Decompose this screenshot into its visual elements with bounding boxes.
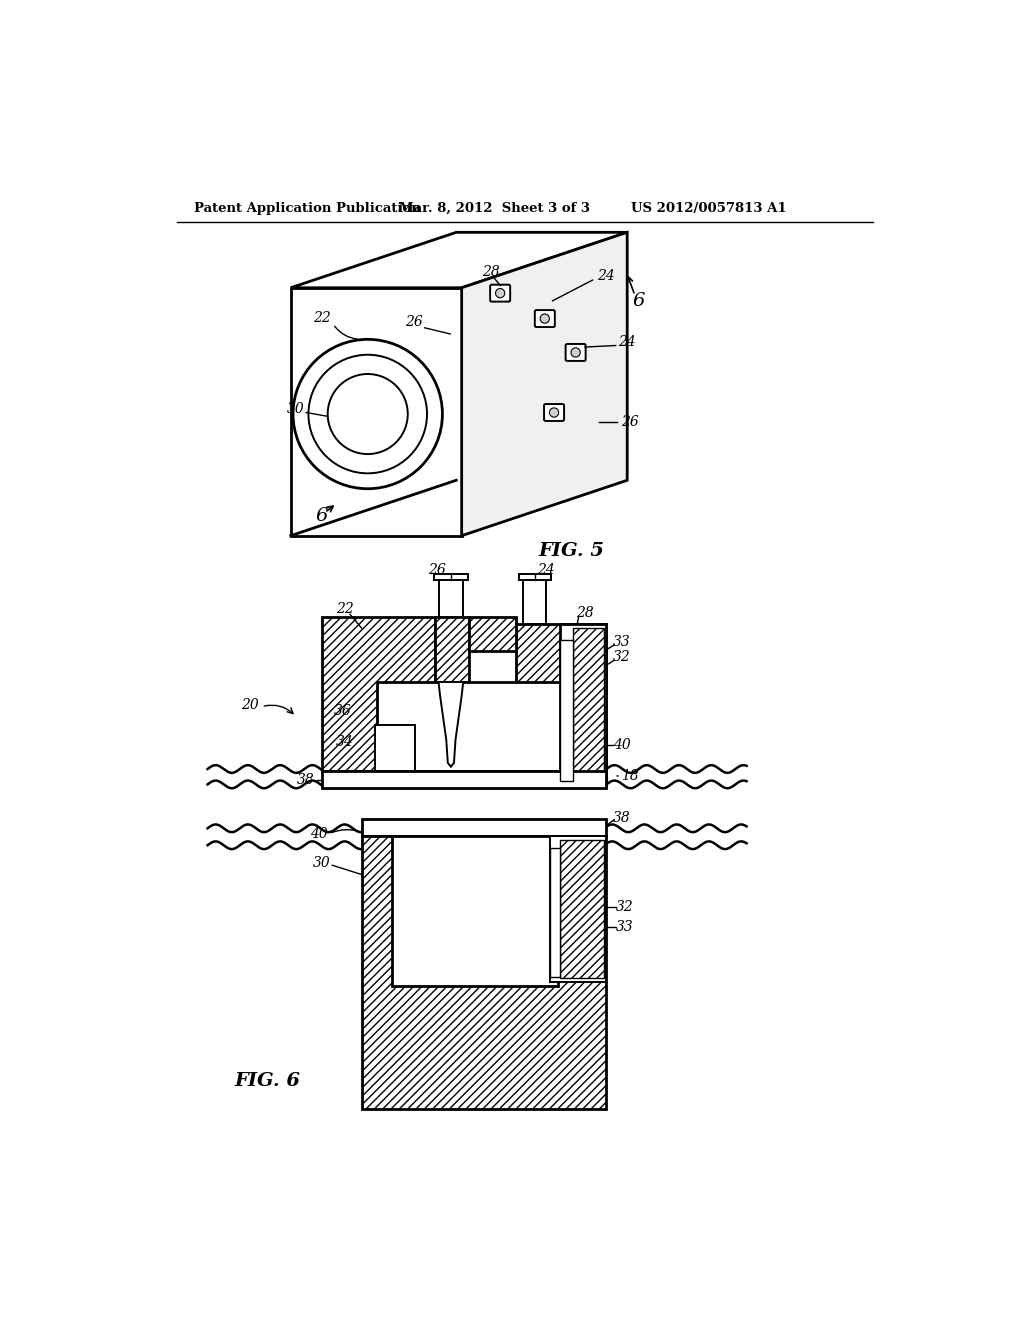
Text: FIG. 6: FIG. 6 (234, 1072, 301, 1090)
Text: 32: 32 (616, 900, 634, 913)
Text: 24: 24 (618, 335, 636, 348)
Bar (361, 818, 606, 836)
Bar (322, 616, 435, 771)
Bar (515, 624, 606, 771)
Text: 40: 40 (310, 828, 328, 841)
Text: Patent Application Publication: Patent Application Publication (194, 202, 421, 215)
Text: 24: 24 (538, 564, 555, 577)
Bar (361, 836, 606, 1109)
Text: 33: 33 (616, 920, 634, 933)
Text: 6: 6 (633, 292, 645, 310)
FancyBboxPatch shape (535, 310, 555, 327)
Text: 30: 30 (312, 855, 331, 870)
Text: 40: 40 (613, 738, 631, 752)
Text: 38: 38 (297, 772, 315, 787)
Polygon shape (291, 232, 628, 288)
Text: Mar. 8, 2012  Sheet 3 of 3: Mar. 8, 2012 Sheet 3 of 3 (398, 202, 590, 215)
Bar (438, 578, 463, 616)
Text: 38: 38 (613, 810, 631, 825)
Bar (560, 640, 573, 780)
Bar (560, 624, 606, 785)
Text: 28: 28 (482, 265, 500, 280)
Circle shape (496, 289, 505, 298)
Bar (379, 729, 412, 767)
Bar (291, 288, 462, 536)
Text: 28: 28 (575, 606, 594, 619)
Polygon shape (462, 232, 628, 536)
Text: 33: 33 (613, 635, 631, 649)
Text: 24: 24 (598, 269, 615, 284)
Bar (434, 574, 468, 581)
Bar (322, 771, 606, 788)
Text: 36: 36 (334, 705, 351, 718)
Text: 22: 22 (336, 602, 353, 616)
Text: 18: 18 (621, 770, 638, 783)
Bar (550, 847, 560, 977)
Bar (435, 616, 469, 682)
Bar (573, 628, 604, 781)
FancyBboxPatch shape (565, 345, 586, 360)
Text: 22: 22 (312, 310, 331, 325)
Text: 26: 26 (406, 315, 423, 330)
Text: 6: 6 (315, 507, 328, 525)
Text: 20: 20 (241, 698, 259, 711)
Text: 26: 26 (428, 564, 445, 577)
Circle shape (541, 314, 550, 323)
Bar (392, 836, 558, 986)
Text: 30: 30 (288, 401, 305, 416)
FancyBboxPatch shape (490, 285, 510, 302)
Text: US 2012/0057813 A1: US 2012/0057813 A1 (631, 202, 786, 215)
Text: 32: 32 (613, 651, 631, 664)
Bar (550, 836, 606, 982)
Circle shape (550, 408, 559, 417)
Polygon shape (438, 682, 463, 767)
Text: FIG. 5: FIG. 5 (538, 543, 604, 560)
Bar (376, 725, 416, 771)
Text: 34: 34 (336, 735, 353, 748)
Bar (469, 616, 515, 651)
Bar (377, 682, 560, 771)
Bar (560, 840, 604, 978)
Bar (518, 574, 551, 581)
Bar (523, 578, 547, 624)
Circle shape (571, 348, 581, 358)
FancyBboxPatch shape (544, 404, 564, 421)
Text: 26: 26 (621, 414, 638, 429)
